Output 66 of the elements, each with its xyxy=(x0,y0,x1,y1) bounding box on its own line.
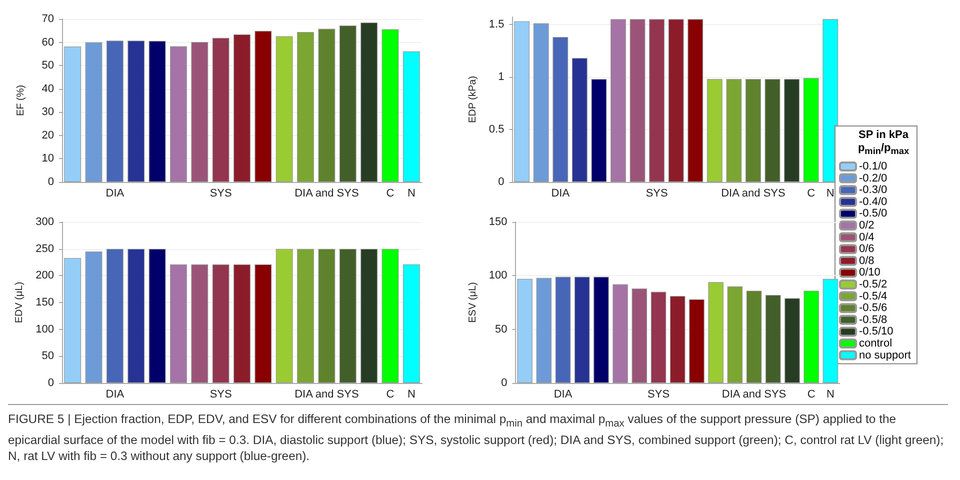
y-tick-label: 10 xyxy=(42,152,54,165)
legend-label: -0.3/0 xyxy=(859,184,888,196)
x-tick-label: SYS xyxy=(646,188,668,200)
x-tick-label: SYS xyxy=(210,388,232,400)
legend-label: -0.5/2 xyxy=(859,278,888,290)
x-tick-label: DIA and SYS xyxy=(294,188,359,200)
y-tick-label: 50 xyxy=(42,60,54,72)
legend-label: -0.5/4 xyxy=(859,290,888,302)
y-tick-label: 50 xyxy=(42,350,54,362)
x-tick-label: C xyxy=(807,188,816,200)
x-tick-label: N xyxy=(407,188,416,200)
legend-label: no support xyxy=(859,349,911,362)
caption: FIGURE 5 | Ejection fraction, EDP, EDV, and ESV for different combinations of the minimal p$_{min}$ and maximal p$_{max}$ values of the support pressure (SP) applied to the epicardial surface of the model with fib = 0.3. DIA, diastolic support (blue); SYS, systolic support (red); DIA and SYS, combined support (green); C, control rat LV (light green); N, rat LV with fib = 0.3 without any support (blue-green). xyxy=(8,404,948,464)
y-tick-label: 300 xyxy=(36,216,54,228)
x-tick-label: SYS xyxy=(648,388,670,400)
x-tick-label: DIA and SYS xyxy=(721,188,786,200)
x-tick-label: DIA xyxy=(551,188,570,200)
legend-title: SP in kPa p$_{min}$/p$_{max}$ xyxy=(856,128,910,158)
y-tick-label: 100 xyxy=(36,323,54,336)
legend-label: control xyxy=(859,338,892,350)
y-axis-title: EDV (μL) xyxy=(14,282,26,324)
y-tick-label: 20 xyxy=(42,129,54,142)
legend-label: 0/8 xyxy=(859,254,874,267)
y-tick-label: 1 xyxy=(498,70,504,83)
legend-label: 0/4 xyxy=(859,231,874,244)
y-tick-label: 30 xyxy=(42,106,54,118)
x-tick-label: DIA and SYS xyxy=(294,388,359,400)
y-tick-label: 0 xyxy=(501,377,508,389)
x-tick-label: SYS xyxy=(210,188,232,200)
y-tick-label: 0 xyxy=(48,176,54,188)
y-axis-title: EF (%) xyxy=(16,84,26,116)
y-axis-title: ESV (μL) xyxy=(468,282,478,323)
legend-label: -0.4/0 xyxy=(859,196,888,208)
x-tick-label: C xyxy=(807,388,816,400)
y-tick-label: 50 xyxy=(495,323,508,336)
y-tick-label: 40 xyxy=(42,82,54,95)
legend-label: 0/6 xyxy=(859,243,874,256)
x-tick-label: C xyxy=(386,188,394,200)
legend-label: -0.1/0 xyxy=(859,160,888,172)
x-tick-label: N xyxy=(826,188,834,200)
legend-label: -0.5/8 xyxy=(859,314,888,326)
y-tick-label: 200 xyxy=(36,270,54,282)
y-tick-label: 60 xyxy=(42,36,54,48)
y-tick-label: 0.5 xyxy=(488,123,504,136)
y-tick-label: 0 xyxy=(48,377,54,389)
legend-label: -0.5/0 xyxy=(859,208,888,220)
legend-label: -0.2/0 xyxy=(859,172,888,184)
x-tick-label: DIA xyxy=(106,388,125,400)
legend-label: 0/2 xyxy=(859,220,874,232)
x-tick-label: C xyxy=(386,388,394,400)
y-tick-label: 0 xyxy=(498,176,504,188)
y-tick-label: 250 xyxy=(36,242,54,255)
x-tick-label: DIA xyxy=(106,188,125,200)
y-tick-label: 150 xyxy=(36,296,54,308)
y-tick-label: 1.5 xyxy=(488,18,504,30)
y-tick-label: 150 xyxy=(488,216,508,228)
legend-label: -0.5/6 xyxy=(859,302,888,314)
legend-label: 0/10 xyxy=(859,266,880,279)
x-tick-label: N xyxy=(407,388,416,400)
x-tick-label: DIA xyxy=(554,388,573,400)
y-axis-title: EDP (kPa) xyxy=(468,76,478,124)
y-tick-label: 100 xyxy=(488,270,508,282)
x-tick-label: N xyxy=(826,388,834,400)
y-tick-label: 70 xyxy=(42,13,54,25)
legend-label: -0.5/10 xyxy=(859,326,894,338)
x-tick-label: DIA and SYS xyxy=(722,388,786,400)
